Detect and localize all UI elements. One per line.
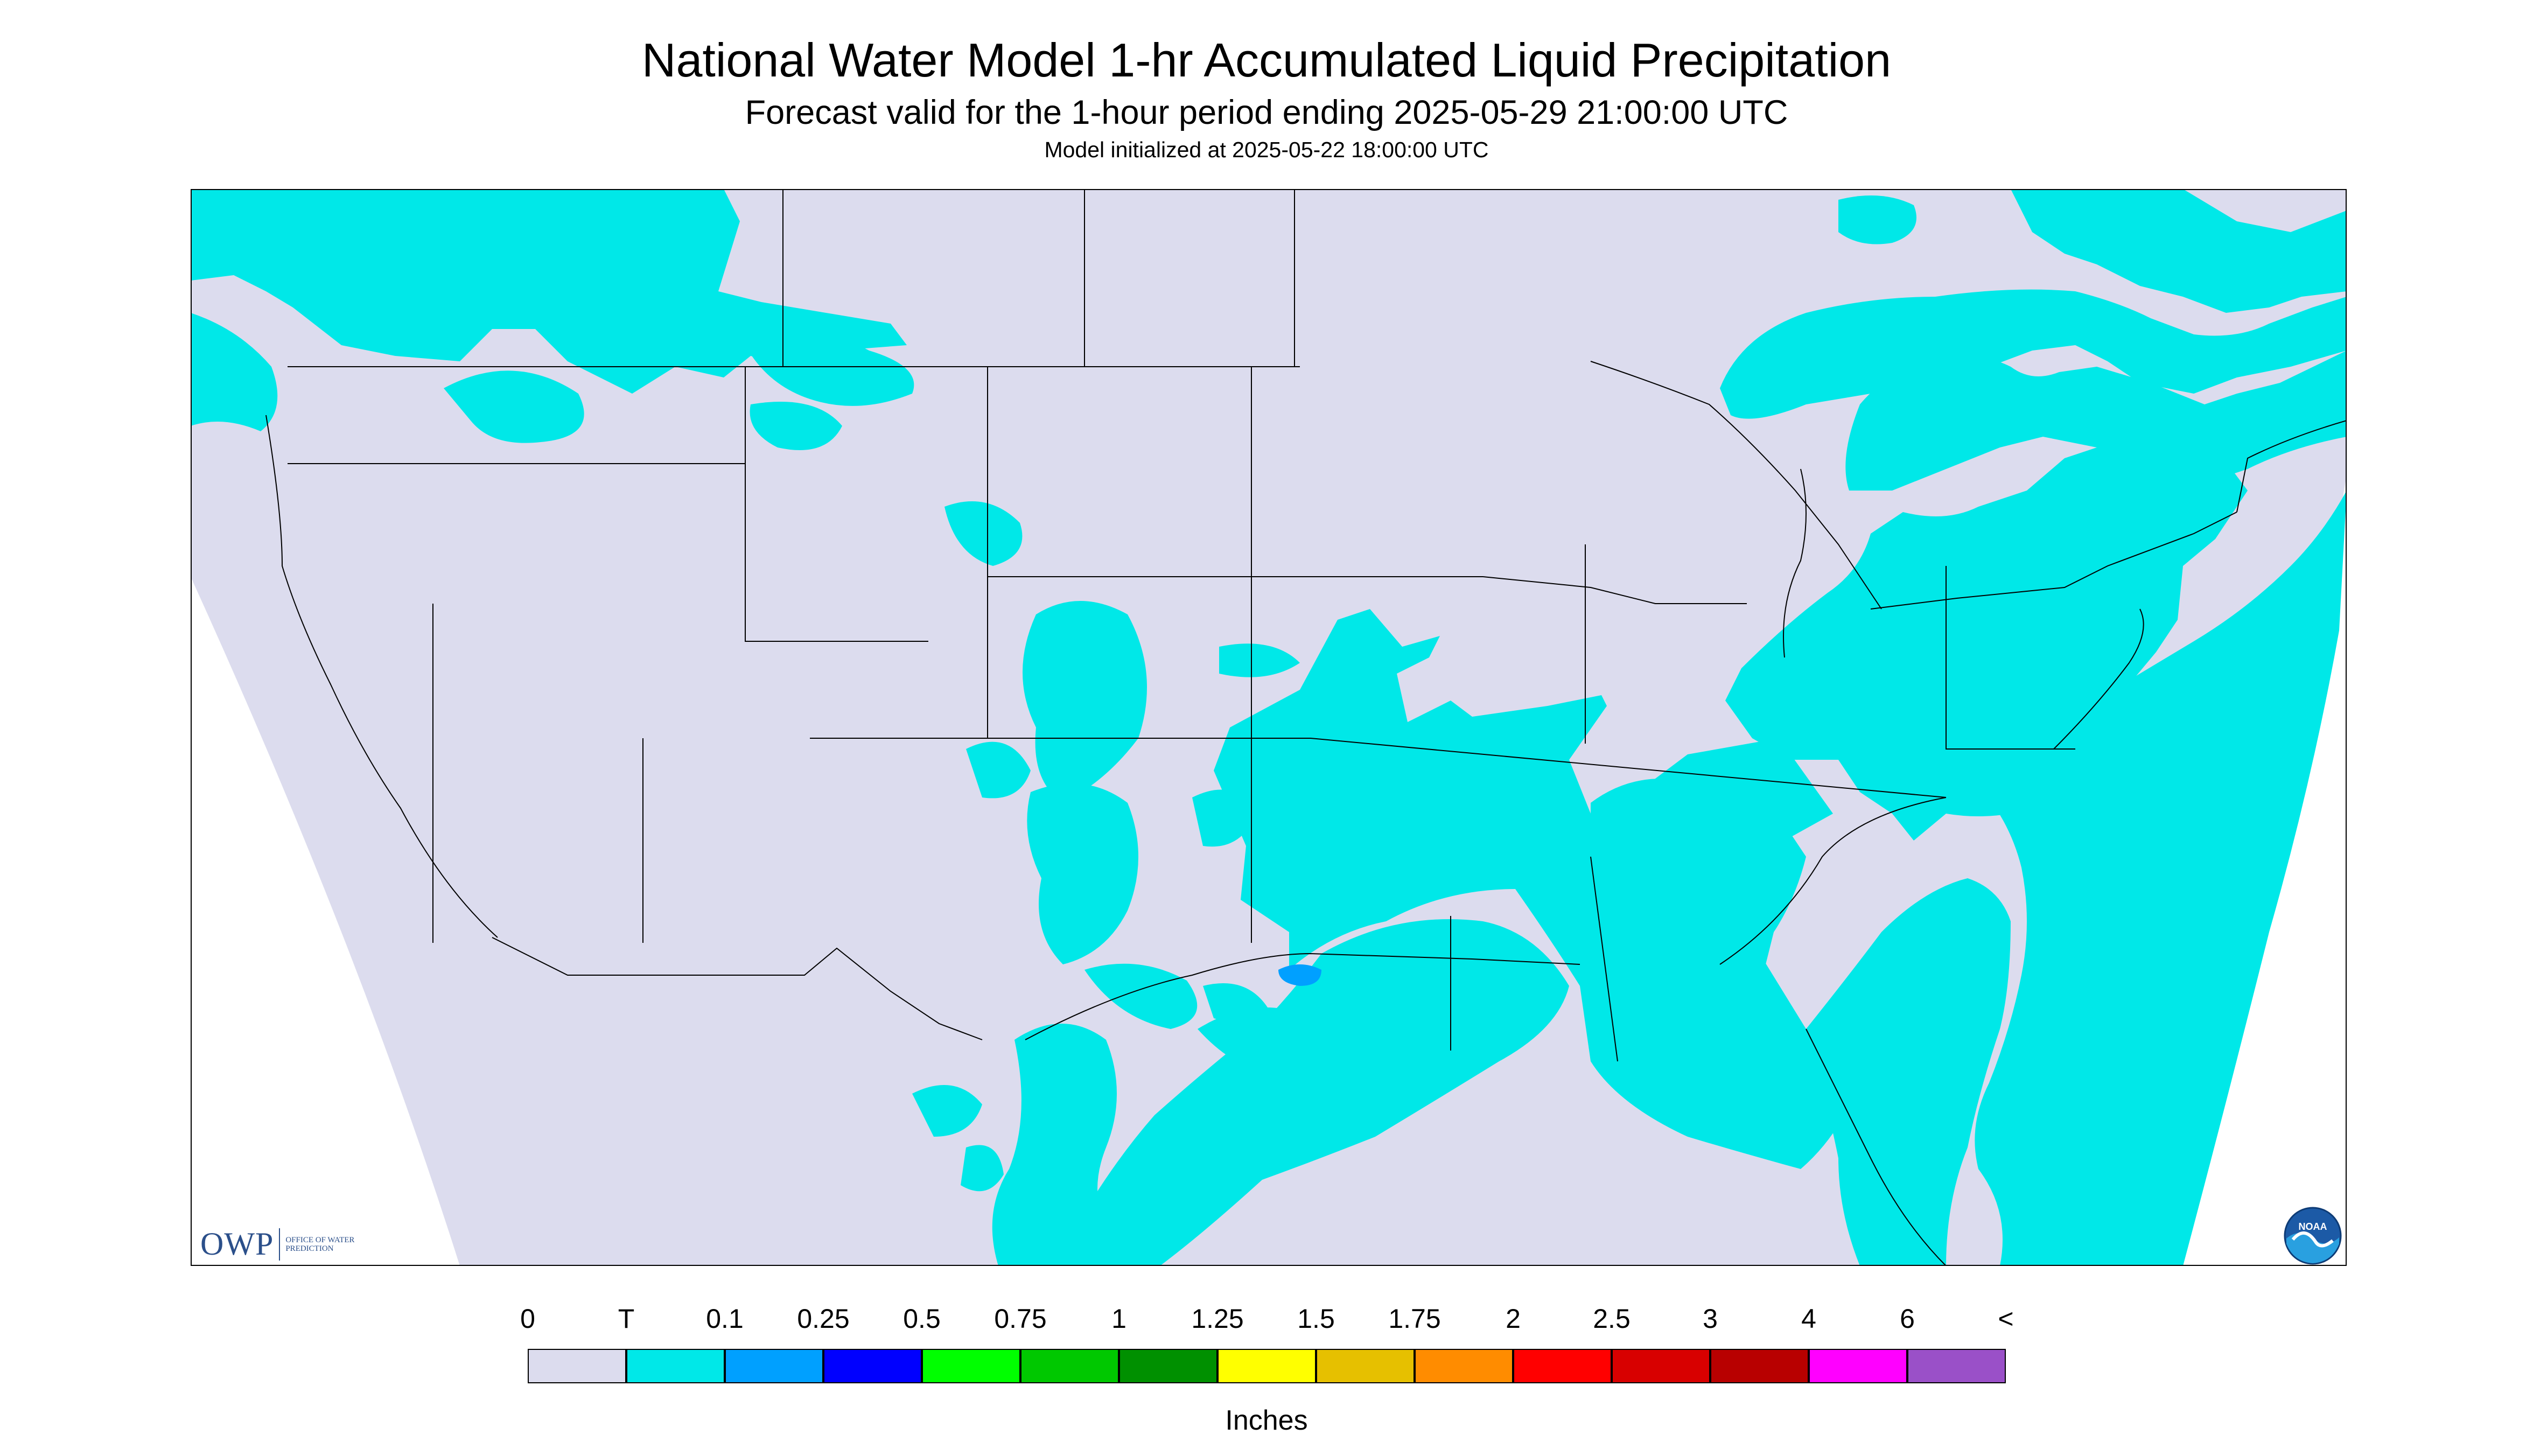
legend-label: 2.5 [1593, 1304, 1631, 1334]
precipitation-map [191, 189, 2347, 1266]
legend-label: 1.5 [1297, 1304, 1335, 1334]
outside-domain-left [191, 577, 460, 1266]
owp-logo-text: OWP [200, 1226, 274, 1262]
legend-units: Inches [1225, 1405, 1308, 1436]
legend-label: 6 [1900, 1304, 1915, 1334]
legend-swatch [528, 1349, 626, 1383]
noaa-logo-text: NOAA [2299, 1221, 2327, 1232]
precip-0-1-area [1278, 964, 1321, 986]
legend-swatch [1710, 1349, 1809, 1383]
legend-label: 0.25 [797, 1304, 850, 1334]
legend-swatch [1316, 1349, 1415, 1383]
owp-logo: OWP OFFICE OF WATER PREDICTION [200, 1226, 377, 1263]
legend-swatch [1612, 1349, 1710, 1383]
legend-label: 1 [1111, 1304, 1126, 1334]
legend-swatch [626, 1349, 725, 1383]
legend-label: 2 [1506, 1304, 1521, 1334]
legend-swatch [823, 1349, 922, 1383]
map-subtitle: Forecast valid for the 1-hour period end… [745, 94, 1788, 131]
legend-swatch [725, 1349, 823, 1383]
legend-swatch [1415, 1349, 1513, 1383]
legend-swatch [1217, 1349, 1316, 1383]
legend-label: 0.5 [903, 1304, 941, 1334]
legend-label: T [618, 1304, 635, 1334]
legend-swatch [1907, 1349, 2006, 1383]
noaa-logo: NOAA [2284, 1207, 2342, 1265]
trace-precip-areas [191, 189, 2347, 1266]
legend-label: 0.1 [706, 1304, 744, 1334]
outside-domain-right [2000, 474, 2347, 1266]
legend-label: 3 [1703, 1304, 1718, 1334]
legend-swatch [1809, 1349, 1907, 1383]
legend-label: 0.75 [994, 1304, 1047, 1334]
model-init-text: Model initialized at 2025-05-22 18:00:00… [1044, 137, 1489, 162]
legend-label: 1.75 [1388, 1304, 1441, 1334]
owp-logo-subtext: OFFICE OF WATER PREDICTION [285, 1235, 355, 1253]
owp-logo-divider [279, 1228, 281, 1261]
legend-label: 4 [1801, 1304, 1816, 1334]
boundary-lines [265, 189, 2347, 1266]
legend-label: 0 [520, 1304, 535, 1334]
legend-swatch [1119, 1349, 1217, 1383]
legend-label: < [1998, 1304, 2014, 1334]
legend-swatch [922, 1349, 1020, 1383]
map-frame [191, 189, 2347, 1266]
legend-label: 1.25 [1191, 1304, 1244, 1334]
legend-swatch [1513, 1349, 1612, 1383]
legend-swatch [1020, 1349, 1119, 1383]
map-title: National Water Model 1-hr Accumulated Li… [641, 33, 1892, 87]
